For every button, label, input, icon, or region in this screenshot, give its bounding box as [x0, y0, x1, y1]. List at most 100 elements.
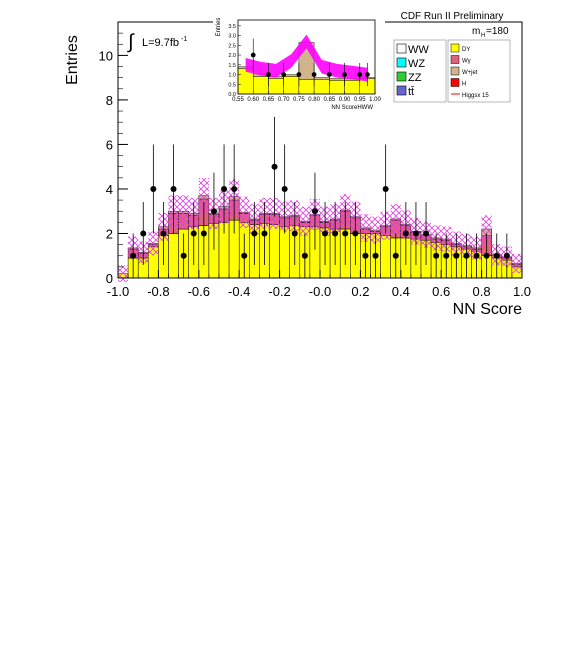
- main-data-point-8: [210, 208, 217, 215]
- main-data-point-21: [342, 230, 349, 237]
- inset-bar-dy-1: [253, 76, 269, 95]
- inset-signal-band: [245, 34, 368, 82]
- inset-bar-dy-4: [298, 79, 315, 95]
- main-data-point-7: [200, 230, 207, 237]
- main-x-tick-label-9: 0.8: [473, 284, 491, 299]
- legend-label-1: WZ: [408, 58, 425, 70]
- main-x-tick-label-3: -0.4: [228, 284, 250, 299]
- mass-label: m H =180: [472, 26, 509, 39]
- main-data-point-16: [291, 230, 298, 237]
- main-data-point-14: [271, 163, 278, 170]
- main-x-tick-label-4: -0.2: [268, 284, 290, 299]
- inset-x-tick-label-7: 0.90: [339, 97, 351, 103]
- main-plot-area: -1.0 -0.8 -0.6 -0.4 -0.2 -0.0 0.2 0.4 0.6 0.8 1.0 …: [99, 21, 531, 299]
- main-bar-dy-26: [380, 235, 391, 279]
- x-axis-label: NN Score: [453, 301, 522, 318]
- main-x-tick-label-7: 0.4: [392, 284, 410, 299]
- legend-label-r-1: Wγ: [462, 59, 471, 65]
- legend-label-2: ZZ: [408, 72, 422, 84]
- legend-swatch-r-3: [450, 78, 460, 87]
- main-data-point-31: [443, 252, 450, 259]
- main-uncertainty-band-36: [481, 215, 492, 243]
- inset-y-tick-label-1: 0.5: [228, 82, 236, 88]
- main-data-point-6: [190, 230, 197, 237]
- main-x-tick-label-1: -0.8: [147, 284, 169, 299]
- inset-x-tick-label-8: 0.95: [354, 97, 366, 103]
- inset-y-tick-label-7: 3.5: [228, 24, 236, 30]
- inset-x-tick-label-2: 0.65: [263, 97, 275, 103]
- main-data-point-22: [352, 230, 359, 237]
- legend-label-r-0: DY: [462, 47, 470, 53]
- inset-x-tick-label-9: 1.00: [369, 97, 381, 103]
- main-x-tick-label-5: -0.0: [309, 284, 331, 299]
- inset-y-tick-label-3: 1.5: [228, 63, 236, 69]
- luminosity-label: ∫ L=9.7fb -1: [127, 31, 187, 53]
- inset-x-tick-label-1: 0.60: [247, 97, 259, 103]
- main-uncertainty-band-6: [178, 195, 189, 228]
- inset-data-point-0: [250, 52, 256, 58]
- inset-x-tick-label-3: 0.70: [278, 97, 290, 103]
- main-x-tick-label-0: -1.0: [107, 284, 129, 299]
- main-data-point-34: [473, 252, 480, 259]
- main-bar-dy-5: [168, 233, 179, 279]
- main-y-tick-label-5: 10: [99, 48, 113, 63]
- inset-bar-dy-6: [329, 80, 345, 95]
- inset-x-label: NN ScoreHWW: [331, 105, 373, 111]
- main-data-point-1: [140, 230, 147, 237]
- main-data-point-24: [372, 252, 379, 259]
- main-y-tick-label-3: 6: [106, 137, 113, 152]
- inset-y-label: Entries: [216, 18, 222, 37]
- inset-bar-dy-3: [283, 76, 300, 95]
- main-data-point-28: [412, 230, 419, 237]
- main-data-point-23: [362, 252, 369, 259]
- inset-y-tick-label-5: 2.5: [228, 43, 236, 49]
- luminosity-exponent: -1: [181, 36, 187, 43]
- inset-x-tick-label-5: 0.80: [308, 97, 320, 103]
- legend-swatch-0: [396, 43, 407, 54]
- plot-title: CDF Run II Preliminary: [401, 11, 504, 22]
- main-x-tick-label-8: 0.6: [432, 284, 450, 299]
- main-data-point-13: [261, 230, 268, 237]
- main-uncertainty-band-3: [148, 231, 159, 256]
- main-data-point-12: [251, 230, 258, 237]
- main-x-tick-label-2: -0.6: [188, 284, 210, 299]
- legend-swatch-r-1: [450, 55, 460, 64]
- legend-label-3: tt̄: [408, 86, 414, 98]
- legend-swatch-3: [396, 85, 407, 96]
- legend-swatch-r-2: [450, 66, 460, 76]
- main-data-point-25: [382, 185, 389, 192]
- main-data-point-19: [322, 230, 329, 237]
- main-uncertainty-band-39: [511, 254, 522, 274]
- main-uncertainty-band-27: [390, 204, 401, 234]
- y-axis-label: Entries: [64, 35, 81, 85]
- main-data-point-4: [170, 185, 177, 192]
- mass-label-m: m: [472, 26, 480, 37]
- main-data-point-2: [150, 185, 157, 192]
- inset-bar-wjet-5: [313, 77, 330, 80]
- inset-data-point-7: [357, 72, 363, 77]
- inset-data-point-2: [281, 72, 287, 77]
- inset-y-tick-label-6: 3.0: [228, 34, 236, 40]
- inset-y-tick-label-0: 0.0: [228, 92, 236, 98]
- legend-right: DY Wγ W+jet H Higgsx 15: [447, 39, 511, 103]
- inset-bar-dy-5: [313, 79, 330, 95]
- luminosity-text: L=9.7fb: [142, 37, 179, 49]
- main-uncertainty-band-24: [360, 214, 371, 242]
- inset-data-point-6: [342, 72, 347, 77]
- main-uncertainty-band-18: [299, 206, 310, 236]
- main-data-point-36: [493, 252, 500, 259]
- main-y-tick-label-1: 2: [106, 226, 113, 241]
- main-data-point-27: [402, 230, 409, 237]
- main-data-point-3: [160, 230, 167, 237]
- legend-label-r-2: W+jet: [462, 70, 478, 76]
- main-data-point-0: [130, 252, 137, 259]
- main-bar-dy-15: [269, 224, 280, 279]
- inset-x-tick-label-0: 0.55: [232, 97, 244, 103]
- legend-swatch-2: [396, 71, 407, 82]
- inset-plot: 0.55 0.60 0.65 0.70 0.75 0.80 0.85 0.90 0.95 1.00…: [213, 12, 385, 111]
- main-y-tick-label-0: 0: [106, 271, 113, 286]
- main-data-point-26: [392, 252, 399, 259]
- inset-frame: [237, 19, 376, 95]
- main-data-point-20: [332, 230, 339, 237]
